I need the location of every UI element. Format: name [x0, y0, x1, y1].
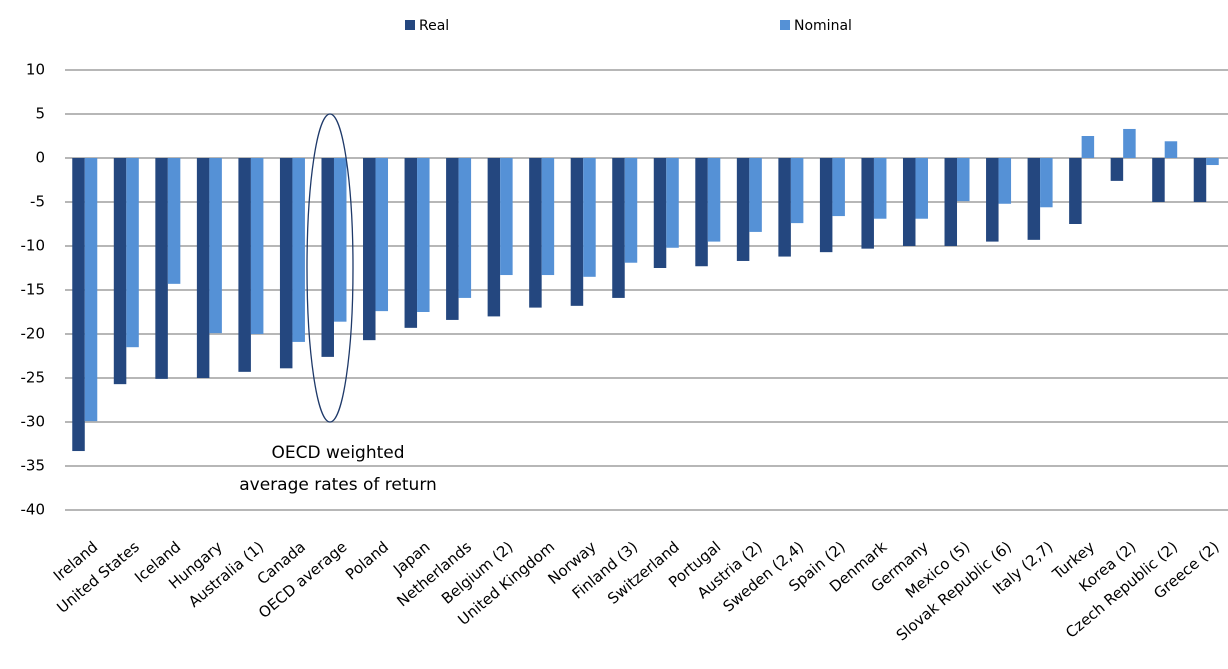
bar — [1040, 158, 1053, 208]
x-tick-label: Poland — [342, 538, 392, 584]
bar — [238, 158, 251, 372]
y-tick-label: -10 — [21, 237, 46, 255]
bar — [1110, 158, 1124, 181]
y-tick-label: 10 — [26, 61, 45, 79]
bar — [944, 158, 958, 246]
bar — [915, 158, 928, 219]
legend-swatch — [780, 20, 790, 30]
y-tick-label: -30 — [21, 413, 46, 431]
bar — [624, 158, 638, 263]
bar — [1206, 158, 1219, 166]
bar — [196, 158, 210, 378]
bar — [583, 158, 596, 277]
bar — [333, 158, 347, 322]
bar — [861, 158, 874, 249]
bar — [500, 158, 513, 276]
bar — [666, 158, 679, 248]
bar — [832, 158, 845, 217]
highlight-ellipse — [306, 113, 354, 423]
bar — [84, 158, 98, 422]
bar — [902, 158, 916, 246]
bar — [707, 158, 721, 242]
legend-swatch — [405, 20, 415, 30]
bar — [873, 158, 887, 219]
annotation: average rates of return — [239, 475, 437, 495]
bar — [126, 158, 139, 348]
bar — [1193, 158, 1207, 202]
bar — [957, 158, 970, 202]
legend-label: Real — [419, 18, 449, 34]
y-tick-label: 0 — [35, 149, 45, 167]
bar — [1069, 158, 1082, 224]
bar — [790, 158, 804, 224]
bar — [541, 158, 555, 276]
bar — [404, 158, 418, 328]
bar — [819, 158, 833, 253]
bar — [458, 158, 472, 298]
bar — [998, 158, 1012, 204]
bar — [986, 158, 999, 242]
bar — [653, 158, 667, 268]
bar — [279, 158, 293, 369]
bar — [487, 158, 501, 317]
y-tick-label: 5 — [35, 105, 45, 123]
bar — [1123, 128, 1136, 158]
bar — [167, 158, 181, 284]
bar — [736, 158, 750, 261]
bar — [529, 158, 542, 308]
y-tick-label: -5 — [30, 193, 45, 211]
bar — [292, 158, 305, 342]
bar — [113, 158, 127, 385]
bar — [695, 158, 708, 267]
y-tick-label: -25 — [21, 369, 46, 387]
bar — [321, 158, 334, 357]
bar — [1152, 158, 1165, 202]
bar — [778, 158, 791, 257]
bar — [363, 158, 376, 341]
y-tick-label: -40 — [21, 501, 46, 519]
bar — [749, 158, 762, 232]
legend-label: Nominal — [794, 18, 852, 34]
bar — [1027, 158, 1041, 240]
y-tick-label: -20 — [21, 325, 46, 343]
bar — [446, 158, 459, 320]
bar — [155, 158, 168, 379]
annotation: OECD weighted — [271, 443, 404, 463]
bar — [1164, 141, 1178, 158]
bar — [72, 158, 85, 452]
bar — [375, 158, 389, 312]
bar — [612, 158, 625, 298]
y-tick-label: -35 — [21, 457, 46, 475]
bar — [417, 158, 430, 312]
y-tick-label: -15 — [21, 281, 46, 299]
bar — [209, 158, 222, 334]
bar — [250, 158, 264, 334]
bar — [570, 158, 584, 306]
bar — [1081, 136, 1095, 158]
